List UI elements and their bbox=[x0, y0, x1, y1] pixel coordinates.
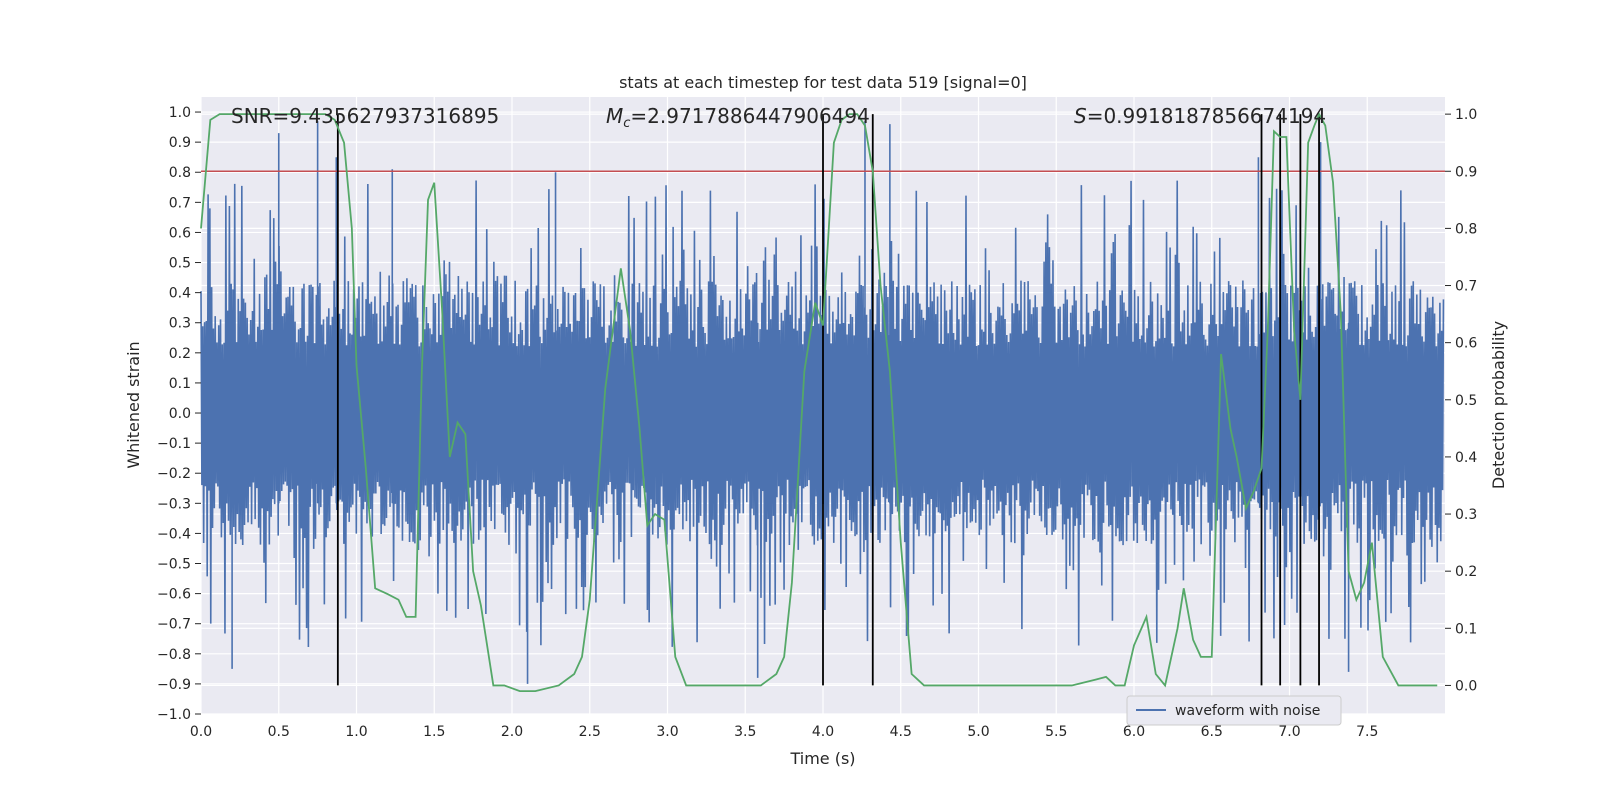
y-tick-label: −0.8 bbox=[157, 647, 191, 663]
y-tick-label: 0.4 bbox=[169, 286, 191, 302]
y-tick-label: −0.3 bbox=[157, 496, 191, 512]
y-tick-label: −0.4 bbox=[157, 526, 191, 542]
y2-axis-label: Detection probability bbox=[1489, 321, 1508, 489]
y-tick-label: 1.0 bbox=[169, 105, 191, 121]
y-tick-label: 0.0 bbox=[169, 406, 191, 422]
y-tick-label: 0.6 bbox=[169, 225, 191, 241]
y-tick-label: −0.6 bbox=[157, 587, 191, 603]
x-tick-label: 1.0 bbox=[345, 724, 367, 740]
x-tick-label: 7.5 bbox=[1356, 724, 1378, 740]
legend: waveform with noise bbox=[1126, 695, 1342, 726]
y2-tick-label: 0.4 bbox=[1455, 450, 1477, 466]
s-annotation: S=0.9918187856674194 bbox=[1074, 104, 1326, 128]
y2-tick-label: 0.8 bbox=[1455, 221, 1477, 237]
y2-tick-label: 0.2 bbox=[1455, 564, 1477, 580]
probability-series bbox=[200, 112, 1438, 693]
s-value: =0.9918187856674194 bbox=[1087, 104, 1326, 128]
mc-subscript: c bbox=[623, 116, 630, 131]
x-axis-ticks: 0.0 0.5 1.0 1.5 2.0 2.5 3.0 3.5 4.0 4.5 5.0 5.5 6.0 6… bbox=[190, 724, 1379, 740]
x-axis-label: Time (s) bbox=[789, 749, 855, 768]
s-symbol: S bbox=[1074, 104, 1087, 128]
y2-axis-ticks: 1.0 0.9 0.8 0.7 0.6 0.5 0.4 0.3 0.2 0.1 0.0 bbox=[1445, 107, 1477, 694]
y2-tick-label: 0.3 bbox=[1455, 507, 1477, 523]
x-tick-label: 5.5 bbox=[1045, 724, 1067, 740]
y-tick-label: −0.7 bbox=[157, 617, 191, 633]
y-tick-label: 0.1 bbox=[169, 376, 191, 392]
y2-tick-label: 0.0 bbox=[1455, 678, 1477, 694]
x-tick-label: 3.5 bbox=[734, 724, 756, 740]
x-tick-label: 4.0 bbox=[812, 724, 834, 740]
y-tick-label: 0.7 bbox=[169, 195, 191, 211]
y-axis-label: Whitened strain bbox=[124, 341, 143, 468]
y-tick-label: 0.3 bbox=[169, 316, 191, 332]
x-tick-label: 4.5 bbox=[890, 724, 912, 740]
y2-tick-label: 0.9 bbox=[1455, 164, 1477, 180]
y-tick-label: 0.9 bbox=[169, 135, 191, 151]
chirp-mass-annotation: Mc=2.9717886447906494 bbox=[606, 104, 870, 131]
mc-symbol: M bbox=[606, 104, 623, 128]
y-axis-ticks: 1.0 0.9 0.8 0.7 0.6 0.5 0.4 0.3 0.2 0.1 0.0 −0.1 −0.… bbox=[157, 105, 201, 723]
legend-entry: waveform with noise bbox=[1175, 703, 1320, 719]
y-tick-label: 0.2 bbox=[169, 346, 191, 362]
y2-tick-label: 0.5 bbox=[1455, 393, 1477, 409]
y-tick-label: −1.0 bbox=[157, 707, 191, 723]
x-tick-label: 0.0 bbox=[190, 724, 212, 740]
y-tick-label: −0.2 bbox=[157, 466, 191, 482]
x-tick-label: 0.5 bbox=[268, 724, 290, 740]
chart-title: stats at each timestep for test data 519… bbox=[619, 73, 1027, 92]
y2-tick-label: 0.1 bbox=[1455, 621, 1477, 637]
x-tick-label: 7.0 bbox=[1278, 724, 1300, 740]
x-tick-label: 6.0 bbox=[1123, 724, 1145, 740]
snr-annotation: SNR=9.435627937316895 bbox=[231, 104, 499, 128]
y-tick-label: −0.9 bbox=[157, 677, 191, 693]
x-tick-label: 2.0 bbox=[501, 724, 523, 740]
y-tick-label: 0.8 bbox=[169, 165, 191, 181]
x-tick-label: 6.5 bbox=[1201, 724, 1223, 740]
y2-tick-label: 0.6 bbox=[1455, 336, 1477, 352]
x-tick-label: 1.5 bbox=[423, 724, 445, 740]
y2-tick-label: 1.0 bbox=[1455, 107, 1477, 123]
legend-box bbox=[1126, 695, 1342, 726]
x-tick-label: 2.5 bbox=[579, 724, 601, 740]
y2-tick-label: 0.7 bbox=[1455, 279, 1477, 295]
y-tick-label: −0.5 bbox=[157, 557, 191, 573]
y-tick-label: −0.1 bbox=[157, 436, 191, 452]
probability-line bbox=[200, 112, 1438, 693]
mc-value: =2.9717886447906494 bbox=[630, 104, 869, 128]
x-tick-label: 5.0 bbox=[967, 724, 989, 740]
x-tick-label: 3.0 bbox=[656, 724, 678, 740]
y-tick-label: 0.5 bbox=[169, 256, 191, 272]
